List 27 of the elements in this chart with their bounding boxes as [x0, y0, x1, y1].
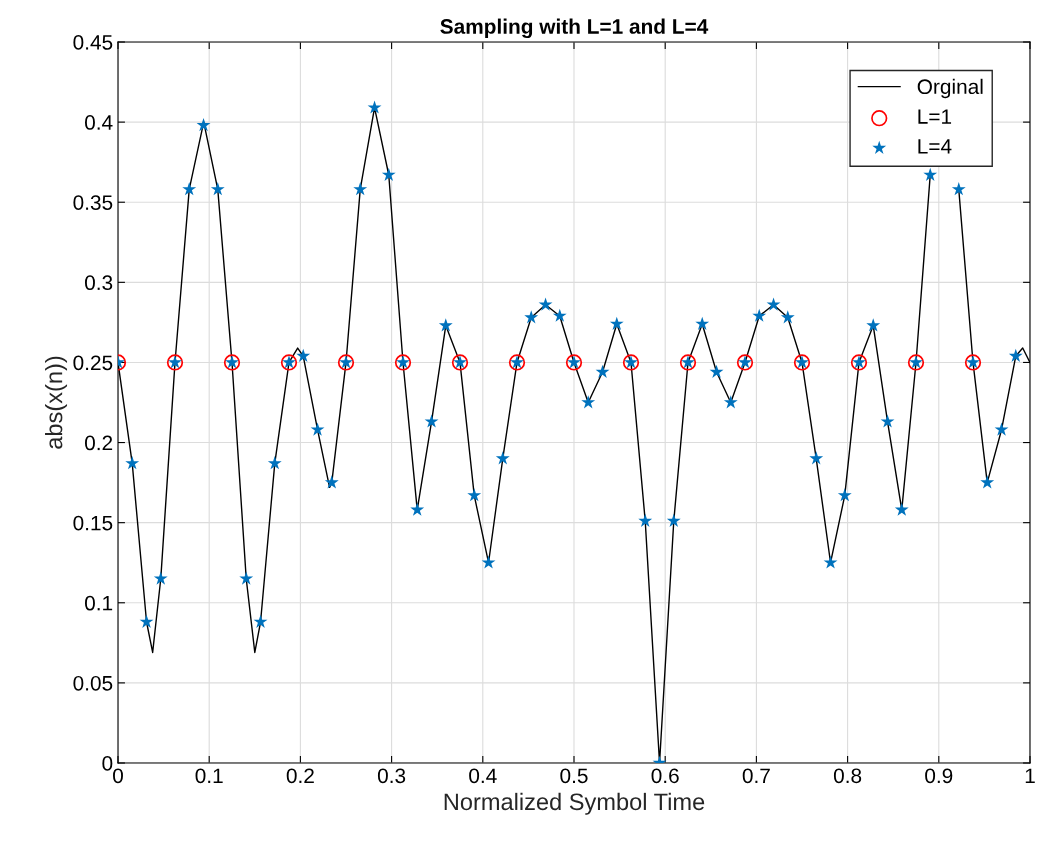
x-tick-label: 0	[113, 768, 123, 784]
legend-label: L=4	[918, 139, 952, 154]
legend-label: L=1	[918, 109, 952, 124]
y-tick-label: 0.3	[84, 275, 113, 291]
x-tick-label: 0.1	[195, 768, 223, 784]
x-tick-label: 0.6	[651, 768, 679, 784]
x-tick-label: 0.8	[833, 768, 862, 784]
y-axis-title: abs(x(n))	[45, 356, 68, 449]
x-tick-label: 1	[1025, 768, 1035, 783]
x-tick-label: 0.7	[742, 768, 770, 784]
y-tick-label: 0.45	[73, 35, 113, 50]
y-tick-label: 0.4	[84, 115, 113, 130]
y-tick-label: 0.15	[73, 515, 113, 531]
y-tick-label: 0.35	[73, 195, 113, 210]
x-tick-label: 0.5	[560, 768, 588, 784]
x-tick-label: 0.2	[286, 768, 314, 784]
y-tick-label: 0.1	[84, 595, 113, 611]
x-tick-label: 0.3	[377, 768, 406, 784]
x-axis-title: Normalized Symbol Time	[444, 792, 705, 815]
chart-title: Sampling with L=1 and L=4	[440, 18, 709, 39]
x-tick-label: 0.9	[925, 768, 953, 784]
x-tick-label: 0.4	[469, 768, 497, 784]
y-tick-label: 0.2	[84, 435, 113, 451]
legend-label: Orginal	[917, 78, 983, 99]
y-tick-label: 0.05	[73, 675, 113, 691]
y-tick-label: 0.25	[73, 355, 113, 371]
y-tick-label: 0	[102, 756, 113, 771]
